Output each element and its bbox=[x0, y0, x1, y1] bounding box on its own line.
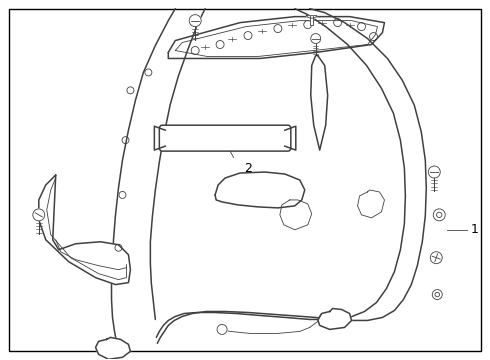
Polygon shape bbox=[280, 200, 312, 230]
Polygon shape bbox=[96, 337, 130, 359]
Polygon shape bbox=[318, 309, 352, 329]
Polygon shape bbox=[310, 15, 313, 24]
Circle shape bbox=[432, 289, 442, 300]
Circle shape bbox=[217, 324, 227, 334]
Circle shape bbox=[430, 252, 442, 264]
Text: 1: 1 bbox=[471, 223, 479, 236]
Polygon shape bbox=[168, 17, 385, 58]
Polygon shape bbox=[311, 55, 328, 150]
Polygon shape bbox=[215, 172, 305, 208]
Polygon shape bbox=[39, 175, 130, 285]
FancyBboxPatch shape bbox=[159, 125, 291, 151]
Circle shape bbox=[433, 209, 445, 221]
Circle shape bbox=[189, 15, 201, 27]
Circle shape bbox=[428, 166, 440, 178]
Polygon shape bbox=[358, 190, 385, 218]
Circle shape bbox=[311, 33, 321, 44]
Text: 2: 2 bbox=[244, 162, 252, 175]
Polygon shape bbox=[307, 15, 317, 18]
Circle shape bbox=[33, 209, 45, 221]
